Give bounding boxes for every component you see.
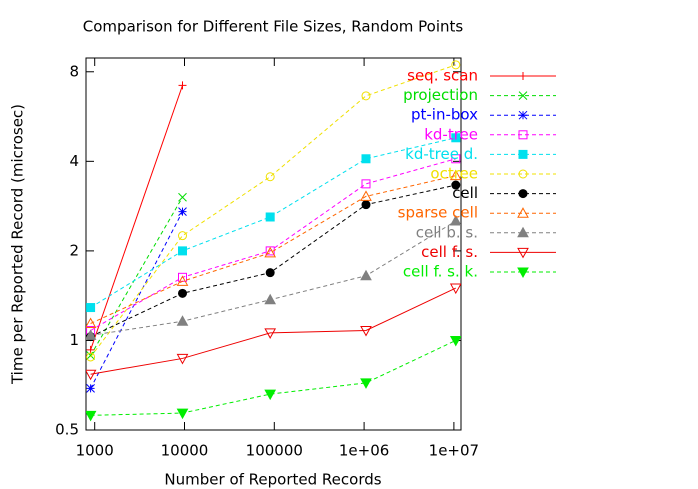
marker [176, 353, 189, 365]
marker [264, 389, 277, 401]
x-tick-label: 1e+07 [429, 442, 479, 460]
chart-title: Comparison for Different File Sizes, Ran… [83, 18, 464, 36]
legend-label: cell f. s. [421, 243, 478, 261]
legend-marker [517, 207, 529, 218]
marker [451, 180, 461, 190]
marker [451, 154, 461, 164]
marker [361, 200, 371, 210]
plot-area [86, 60, 461, 422]
marker [449, 335, 461, 347]
legend-marker [518, 130, 528, 140]
series-line [90, 158, 456, 331]
y-axis-label: Time per Reported Record (microsec) [9, 104, 27, 385]
legend-label: cell [452, 184, 478, 202]
legend-label: cell b. s. [416, 223, 478, 241]
legend-label: projection [403, 86, 478, 104]
marker [265, 268, 275, 278]
y-tick-label: 1 [69, 331, 79, 349]
marker [265, 172, 275, 182]
marker [178, 81, 187, 90]
marker [86, 369, 97, 381]
marker [178, 207, 187, 216]
marker [449, 169, 461, 181]
legend-label: cell f. s. k. [403, 263, 478, 281]
series-line [90, 339, 457, 416]
legend-label: octree [430, 165, 478, 183]
series-line [90, 287, 457, 375]
legend-marker [518, 189, 528, 199]
marker [264, 293, 277, 305]
marker [361, 154, 371, 164]
legend-marker [519, 72, 527, 80]
marker [86, 352, 96, 362]
legend-marker [518, 91, 528, 100]
marker [177, 246, 187, 256]
x-tick-label: 1e+06 [339, 442, 389, 460]
marker [449, 283, 461, 295]
marker [449, 214, 461, 226]
marker [264, 246, 277, 258]
x-tick-label: 100000 [246, 442, 303, 460]
legend-marker [518, 149, 528, 159]
marker [177, 231, 187, 241]
marker [176, 408, 189, 420]
x-axis-label: Number of Reported Records [164, 471, 381, 489]
legend-marker [517, 247, 529, 259]
marker [86, 351, 95, 360]
marker [176, 315, 189, 326]
legend-label: kd-tree [424, 125, 478, 143]
marker [451, 60, 461, 70]
marker [265, 212, 275, 222]
marker [178, 192, 187, 202]
marker [264, 328, 277, 339]
legend-label: seq. scan [407, 67, 478, 85]
x-tick-label: 10000 [161, 442, 209, 460]
marker [451, 133, 461, 143]
marker [360, 190, 372, 201]
series-line [90, 220, 457, 336]
legend-label: kd-tree d. [405, 145, 478, 163]
marker [177, 288, 187, 298]
marker [360, 378, 372, 389]
series-line [90, 211, 183, 389]
series-line [90, 196, 183, 356]
marker [361, 91, 371, 101]
marker [86, 384, 95, 393]
series-line [90, 64, 456, 358]
y-tick-label: 8 [69, 62, 79, 80]
y-tick-label: 4 [69, 152, 79, 170]
legend-marker [517, 267, 529, 279]
legend-label: pt-in-box [411, 106, 478, 124]
legend-marker [517, 226, 529, 238]
marker [361, 179, 371, 189]
series-line [90, 85, 183, 350]
legend-marker [518, 169, 528, 179]
y-tick-label: 2 [69, 241, 79, 259]
y-tick-label: 0.5 [55, 421, 79, 439]
marker [360, 326, 372, 337]
legend-label: sparse cell [398, 204, 478, 222]
x-tick-label: 1000 [76, 442, 114, 460]
marker [360, 269, 372, 281]
marker [86, 317, 97, 329]
plot-frame [85, 57, 462, 431]
legend-marker [518, 110, 528, 120]
marker [176, 275, 189, 286]
marker [86, 303, 96, 313]
series-line [90, 137, 456, 308]
marker [86, 410, 97, 422]
marker [86, 329, 97, 340]
